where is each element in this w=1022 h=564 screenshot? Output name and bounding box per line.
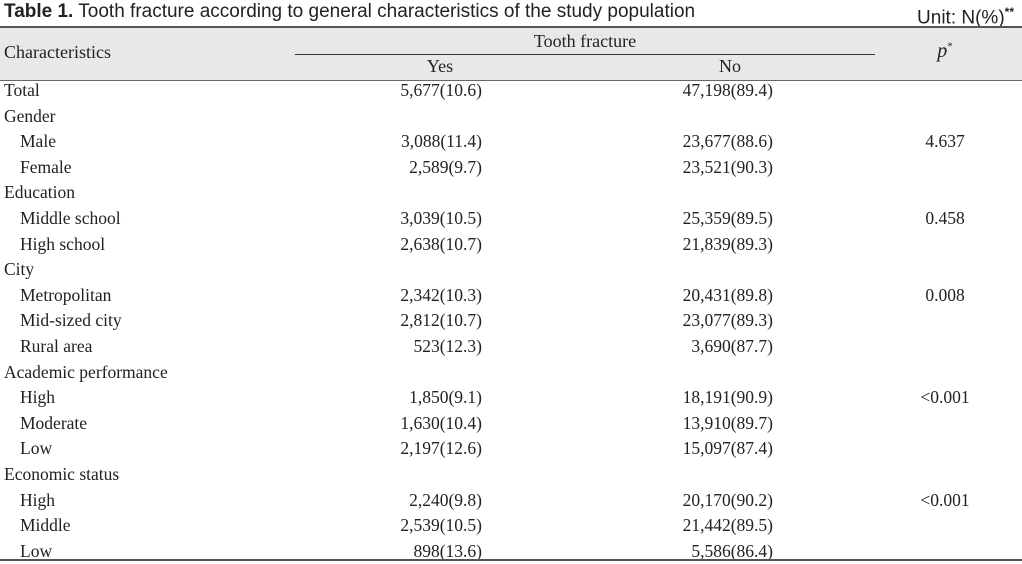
cell-no: 15,097(87.4)	[682, 438, 773, 459]
row-label: Middle	[20, 515, 71, 536]
cell-yes: 2,240(9.8)	[409, 489, 482, 510]
row-label: Low	[20, 540, 53, 561]
row-label: High	[20, 387, 55, 408]
table-header: Characteristics Tooth fracture Yes No p*	[0, 26, 1022, 81]
header-yes: Yes	[426, 56, 454, 76]
cell-yes: 1,630(10.4)	[400, 412, 482, 433]
row-label: High school	[20, 233, 106, 254]
cell-yes: 3,088(11.4)	[400, 131, 482, 152]
cell-no: 23,077(89.3)	[682, 310, 773, 331]
cell-no: 18,191(90.9)	[682, 387, 773, 408]
header-p-letter: p	[937, 40, 948, 62]
table-row: Economic status	[0, 462, 1022, 488]
cell-yes: 1,850(9.1)	[409, 387, 482, 408]
cell-no: 47,198(89.4)	[682, 80, 773, 100]
row-label: Economic status	[4, 463, 120, 484]
header-characteristics: Characteristics	[4, 42, 111, 62]
cell-yes: 2,812(10.7)	[400, 310, 482, 331]
row-label: Education	[4, 182, 75, 203]
table-row: Metropolitan 2,342(10.3) 20,431(89.8) 0.008	[0, 283, 1022, 309]
cell-yes: 2,638(10.7)	[400, 233, 482, 254]
table-row: Total 5,677(10.6) 47,198(89.4)	[0, 78, 1022, 104]
cell-p-value: <0.001	[920, 489, 970, 510]
row-label: Academic performance	[4, 361, 168, 382]
cell-yes: 523(12.3)	[413, 335, 482, 356]
table-row: City	[0, 257, 1022, 283]
cell-yes: 3,039(10.5)	[400, 207, 482, 228]
table-row: Female 2,589(9.7) 23,521(90.3)	[0, 155, 1022, 181]
header-p-mark: *	[947, 40, 953, 53]
cell-no: 20,170(90.2)	[682, 489, 773, 510]
table-row: Low 2,197(12.6) 15,097(87.4)	[0, 436, 1022, 462]
table-row: Mid-sized city 2,812(10.7) 23,077(89.3)	[0, 308, 1022, 334]
header-tooth-fracture: Tooth fracture	[533, 31, 637, 51]
cell-yes: 2,342(10.3)	[400, 284, 482, 305]
unit-mark: **	[1004, 5, 1014, 19]
table-row: Moderate 1,630(10.4) 13,910(89.7)	[0, 411, 1022, 437]
cell-yes: 5,677(10.6)	[400, 80, 482, 100]
table-row: High school 2,638(10.7) 21,839(89.3)	[0, 232, 1022, 258]
cell-p-value: 0.458	[925, 207, 965, 228]
cell-no: 3,690(87.7)	[691, 335, 773, 356]
table-caption: Table 1. Tooth fracture according to gen…	[4, 0, 1018, 28]
cell-no: 23,521(90.3)	[682, 156, 773, 177]
row-label: Gender	[4, 105, 56, 126]
row-label: Metropolitan	[20, 284, 112, 305]
row-label: Total	[4, 80, 40, 100]
table-bottom-rule	[0, 559, 1022, 561]
row-label: Female	[20, 156, 72, 177]
table-row: Gender	[0, 104, 1022, 130]
cell-no: 21,442(89.5)	[682, 515, 773, 536]
row-label: Low	[20, 438, 53, 459]
table-row: Academic performance	[0, 360, 1022, 386]
cell-no: 5,586(86.4)	[691, 540, 773, 561]
table-body: Total 5,677(10.6) 47,198(89.4) Gender Male 3,…	[0, 78, 1022, 564]
cell-yes: 2,197(12.6)	[400, 438, 482, 459]
cell-yes: 2,589(9.7)	[409, 156, 482, 177]
cell-p-value: 4.637	[925, 131, 965, 152]
cell-no: 20,431(89.8)	[682, 284, 773, 305]
cell-p-value: <0.001	[920, 387, 970, 408]
row-label: Moderate	[20, 412, 88, 433]
unit-note: Unit: N(%)**	[917, 0, 1014, 30]
cell-yes: 2,539(10.5)	[400, 515, 482, 536]
row-label: High	[20, 489, 55, 510]
table-row: Low 898(13.6) 5,586(86.4)	[0, 539, 1022, 564]
cell-p-value: 0.008	[925, 284, 965, 305]
table-row: Middle 2,539(10.5) 21,442(89.5)	[0, 513, 1022, 539]
header-no: No	[719, 56, 741, 76]
table-row: Rural area 523(12.3) 3,690(87.7)	[0, 334, 1022, 360]
header-p-value: p*	[930, 40, 960, 63]
row-label: Rural area	[20, 335, 93, 356]
cell-no: 13,910(89.7)	[682, 412, 773, 433]
cell-no: 25,359(89.5)	[682, 207, 773, 228]
row-label: Middle school	[20, 207, 121, 228]
caption-title: Tooth fracture according to general char…	[78, 1, 696, 22]
table-row: High 2,240(9.8) 20,170(90.2) <0.001	[0, 488, 1022, 514]
cell-no: 21,839(89.3)	[682, 233, 773, 254]
caption-label: Table 1.	[4, 1, 74, 22]
unit-text: Unit: N(%)	[917, 7, 1005, 29]
row-label: City	[4, 259, 35, 280]
row-label: Mid-sized city	[20, 310, 122, 331]
header-group-rule	[295, 54, 875, 55]
table-row: Middle school 3,039(10.5) 25,359(89.5) 0.45…	[0, 206, 1022, 232]
cell-no: 23,677(88.6)	[682, 131, 773, 152]
cell-yes: 898(13.6)	[413, 540, 482, 561]
row-label: Male	[20, 131, 56, 152]
table-row: Male 3,088(11.4) 23,677(88.6) 4.637	[0, 129, 1022, 155]
table-row: Education	[0, 180, 1022, 206]
table-row: High 1,850(9.1) 18,191(90.9) <0.001	[0, 385, 1022, 411]
